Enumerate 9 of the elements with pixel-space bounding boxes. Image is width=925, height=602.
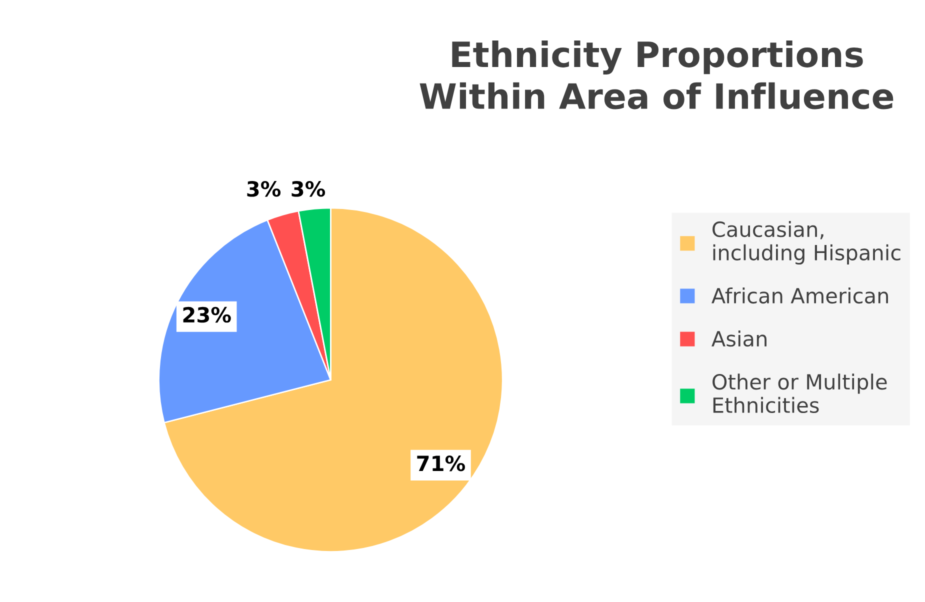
legend-label: Caucasian, including Hispanic (712, 221, 900, 265)
data-label: 3% (292, 181, 326, 197)
legend-label: Other or Multiple Ethnicities (712, 374, 887, 414)
chart-title: Ethnicity Proportions Within Area of Influence (420, 40, 894, 110)
data-label: 23% (183, 306, 231, 323)
data-label: 71% (417, 456, 465, 472)
data-label: 3% (247, 181, 281, 197)
legend-label: Asian (712, 330, 766, 347)
legend-label: African American (712, 287, 888, 304)
